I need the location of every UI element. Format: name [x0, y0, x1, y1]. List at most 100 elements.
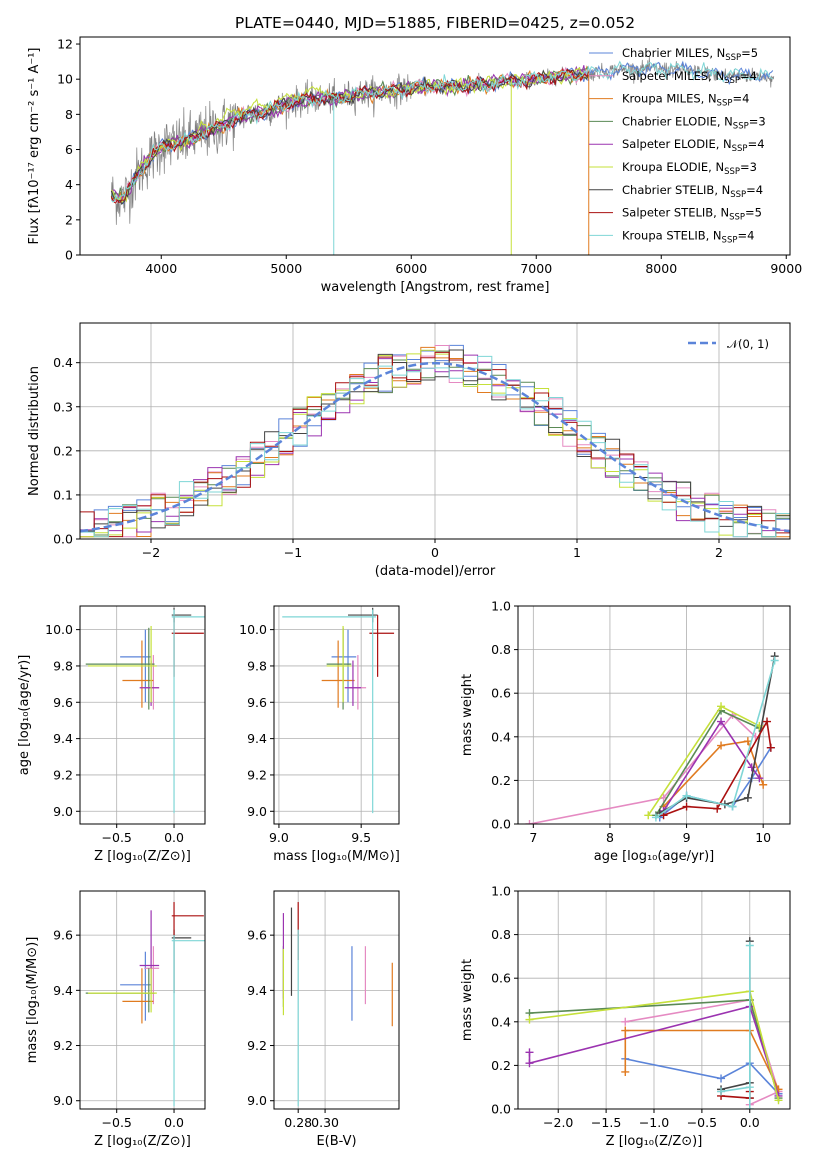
- axes-age-vs-Z: −0.5 0.0 9.0 9.2 9.4 9.6 9.8 10.0 Z [log₁₀(Z/Z⊙)…: [17, 605, 206, 864]
- legend-label: Chabrier MILES, NSSP=5: [622, 46, 758, 63]
- y-tick-label: 6: [65, 142, 73, 157]
- y-axis-label: Normed distribution: [27, 366, 42, 496]
- legend-label: Kroupa STELIB, NSSP=4: [622, 228, 754, 245]
- x-axis-label: (data-model)/error: [375, 564, 496, 579]
- y-tick-label: 8: [65, 107, 73, 122]
- y-tick-label: 0.6: [491, 971, 511, 986]
- axes-residuals: −2 −1 0 1 2 0.0 0.1 0.2 0.3 0.4 (data-model)/error…: [27, 322, 791, 579]
- y-tick-label: 9.2: [247, 1038, 267, 1053]
- weight-marker: [525, 1048, 534, 1057]
- x-tick-label: 0.30: [311, 1115, 339, 1130]
- weight-marker: [621, 1067, 630, 1076]
- x-axis-label: Z [log₁₀(Z/Z⊙)]: [606, 1134, 703, 1149]
- axes-frame: [273, 890, 400, 1110]
- y-tick-label: 0.2: [491, 773, 511, 788]
- y-tick-label: 12: [57, 37, 73, 52]
- y-tick-label: 10: [57, 72, 73, 87]
- y-tick-label: 9.2: [53, 767, 73, 782]
- x-tick-label: 9.5: [351, 830, 371, 845]
- histogram-kroupa-stelib: [80, 355, 790, 538]
- x-tick-label: 2: [715, 545, 723, 560]
- weight-line-chabrier-miles: [625, 1058, 780, 1095]
- x-tick-label: −2: [142, 545, 160, 560]
- axes-frame: [273, 605, 400, 825]
- weight-line-salpeter-elodie: [528, 1005, 780, 1097]
- x-tick-label: 0.28: [284, 1115, 312, 1130]
- x-tick-label: −0.5: [687, 1115, 717, 1130]
- axes-age-vs-mass: 9.0 9.5 9.0 9.2 9.4 9.6 9.8 10.0 mass [log₁₀(M/M…: [239, 605, 400, 864]
- y-tick-label: 10.0: [239, 622, 267, 637]
- weight-line-kroupa-miles: [624, 1029, 780, 1090]
- y-tick-label: 1.0: [491, 599, 511, 614]
- weight-marker: [717, 717, 726, 726]
- weight-marker: [766, 743, 775, 752]
- y-tick-label: 10.0: [45, 622, 73, 637]
- legend-label: Chabrier ELODIE, NSSP=3: [622, 114, 766, 131]
- weight-marker: [525, 820, 534, 824]
- weight-line-kroupa-miles: [663, 740, 764, 808]
- plot-area: [525, 937, 783, 1109]
- x-tick-label: −1.5: [591, 1115, 621, 1130]
- x-tick-label: −1.0: [639, 1115, 669, 1130]
- x-tick-label: 7000: [520, 261, 552, 276]
- weight-marker: [743, 793, 752, 802]
- chart-title: PLATE=0440, MJD=51885, FIBERID=0425, z=0…: [235, 14, 635, 32]
- y-tick-label: 9.8: [53, 658, 73, 673]
- y-tick-label: 0.3: [53, 399, 73, 414]
- weight-marker: [621, 1026, 630, 1035]
- x-tick-label: 5000: [270, 261, 302, 276]
- x-tick-label: −0.5: [102, 1115, 132, 1130]
- x-tick-label: 0.0: [740, 1115, 760, 1130]
- plot-area: [282, 607, 395, 814]
- legend-normal-label: 𝒩(0, 1): [727, 337, 769, 351]
- y-axis-label: mass weight: [460, 959, 475, 1041]
- x-tick-label: 6000: [395, 261, 427, 276]
- x-tick-label: 10: [755, 830, 771, 845]
- axes-mass-vs-EBV: 0.28 0.30 9.0 9.2 9.4 9.6 E(B-V): [247, 890, 400, 1149]
- legend-label: Kroupa ELODIE, NSSP=3: [622, 160, 757, 177]
- normal-curve: [80, 361, 790, 533]
- legend-label: Kroupa MILES, NSSP=4: [622, 92, 749, 109]
- y-tick-label: 9.6: [247, 695, 267, 710]
- y-tick-label: 0.0: [491, 817, 511, 832]
- axes-frame: [79, 605, 206, 825]
- y-axis-label: mass weight: [460, 674, 475, 756]
- y-tick-label: 9.2: [53, 1038, 73, 1053]
- weight-marker: [759, 780, 768, 789]
- x-tick-label: 9: [683, 830, 691, 845]
- legend: Chabrier MILES, NSSP=5 Salpeter MILES, NS…: [589, 46, 766, 245]
- x-tick-label: −2.0: [543, 1115, 573, 1130]
- model-spectrum-kroupa-stelib: [110, 60, 773, 203]
- x-axis-label: Z [log₁₀(Z/Z⊙)]: [94, 849, 191, 864]
- legend-label: Salpeter STELIB, NSSP=5: [622, 206, 762, 223]
- x-tick-label: 9000: [770, 261, 802, 276]
- weight-marker: [745, 1083, 754, 1092]
- axes-frame: [517, 605, 791, 825]
- weight-line-salpeter-miles: [529, 713, 757, 824]
- y-tick-label: 1.0: [491, 884, 511, 899]
- weight-marker: [728, 802, 737, 811]
- y-axis-label: Flux [fλ10⁻¹⁷ erg cm⁻² s⁻¹ A⁻¹]: [27, 48, 42, 245]
- weight-marker: [682, 802, 691, 811]
- y-tick-label: 0.6: [491, 686, 511, 701]
- histogram-chabrier-elodie: [80, 350, 790, 536]
- weight-marker: [621, 1017, 630, 1026]
- weight-line-kroupa-stelib: [720, 945, 751, 1109]
- weight-marker: [774, 1096, 783, 1105]
- x-axis-label: age [log₁₀(age/yr)]: [594, 849, 715, 864]
- histogram-salpeter-stelib: [80, 351, 790, 538]
- x-tick-label: 8000: [645, 261, 677, 276]
- plot-area: [525, 652, 779, 824]
- x-tick-label: 7: [529, 830, 537, 845]
- x-axis-label: mass [log₁₀(M/M⊙)]: [273, 849, 400, 864]
- axes-frame: [79, 890, 206, 1110]
- y-tick-label: 0.0: [491, 1102, 511, 1117]
- weight-marker: [644, 811, 653, 820]
- y-tick-label: 0: [65, 248, 73, 263]
- y-tick-label: 0.2: [491, 1058, 511, 1073]
- x-tick-label: 4000: [145, 261, 177, 276]
- y-tick-label: 0.2: [53, 443, 73, 458]
- y-tick-label: 4: [65, 177, 73, 192]
- y-tick-label: 0.1: [53, 487, 73, 502]
- model-spectrum-kroupa-elodie: [111, 66, 589, 204]
